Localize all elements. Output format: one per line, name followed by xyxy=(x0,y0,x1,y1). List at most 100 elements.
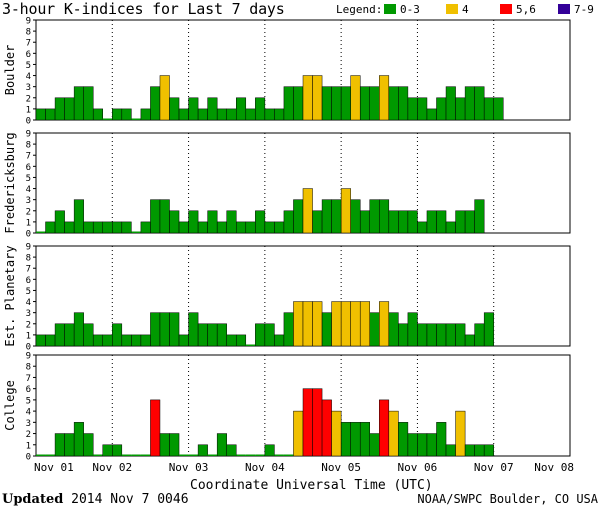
y-tick-label: 2 xyxy=(26,94,31,104)
bar xyxy=(302,301,313,347)
bar xyxy=(169,97,180,121)
bar xyxy=(264,444,275,457)
bar xyxy=(188,312,199,347)
y-tick-label: 7 xyxy=(26,152,31,162)
bar xyxy=(150,312,161,347)
bar xyxy=(159,75,170,121)
bar xyxy=(150,86,161,121)
bar xyxy=(417,97,428,121)
bar xyxy=(379,399,390,457)
bar xyxy=(464,334,475,347)
bar xyxy=(45,108,56,121)
bar xyxy=(150,399,161,457)
bar xyxy=(83,221,94,234)
bar xyxy=(140,108,151,121)
bar xyxy=(398,323,409,347)
bar xyxy=(331,86,342,121)
bar xyxy=(83,433,94,457)
bar xyxy=(188,210,199,234)
y-tick-label: 0 xyxy=(26,343,31,353)
bar xyxy=(54,323,65,347)
bar xyxy=(398,86,409,121)
bar xyxy=(274,221,285,234)
y-tick-label: 1 xyxy=(26,441,31,451)
bar xyxy=(216,108,227,121)
bar xyxy=(255,454,265,456)
x-tick-label: Nov 03 xyxy=(169,461,209,474)
legend-swatch-purple xyxy=(558,4,570,14)
bar xyxy=(340,188,351,234)
bar xyxy=(321,399,332,457)
bar xyxy=(369,433,380,457)
bar xyxy=(455,97,466,121)
bar xyxy=(131,454,141,456)
bar xyxy=(474,444,485,457)
bar xyxy=(350,301,361,347)
bar xyxy=(283,210,294,234)
y-tick-label: 9 xyxy=(26,243,31,253)
legend-item-7-9: 7-9 xyxy=(558,3,594,16)
y-tick-label: 6 xyxy=(26,163,31,173)
bar xyxy=(445,221,456,234)
bar xyxy=(45,221,56,234)
bar xyxy=(474,86,485,121)
bar xyxy=(359,210,371,234)
y-tick-label: 9 xyxy=(26,352,31,362)
bar xyxy=(331,410,342,457)
updated-label: Updated xyxy=(2,492,64,507)
bar xyxy=(102,221,113,234)
y-tick-label: 2 xyxy=(26,207,31,217)
bar xyxy=(388,210,399,234)
y-tick-label: 7 xyxy=(26,265,31,275)
y-tick-label: 0 xyxy=(26,230,31,240)
y-tick-label: 6 xyxy=(26,276,31,286)
bar xyxy=(255,323,266,347)
bar xyxy=(350,75,361,121)
bar xyxy=(436,97,447,121)
y-tick-label: 4 xyxy=(26,408,31,418)
legend-item-0-3: 0-3 xyxy=(384,3,420,16)
bar xyxy=(245,344,256,346)
bar xyxy=(178,221,189,234)
bar xyxy=(417,221,428,234)
bar xyxy=(350,199,361,234)
legend-item-label: 4 xyxy=(462,3,469,16)
bar xyxy=(388,410,399,457)
bar xyxy=(35,334,46,347)
bar xyxy=(226,334,237,347)
y-tick-label: 4 xyxy=(26,72,31,82)
legend-item-label: 5,6 xyxy=(516,3,536,16)
y-tick-label: 2 xyxy=(26,320,31,330)
bar xyxy=(255,97,266,121)
y-tick-label: 5 xyxy=(26,61,31,71)
bar xyxy=(350,422,361,457)
bar xyxy=(274,334,285,347)
bar xyxy=(369,312,380,347)
bar xyxy=(331,301,342,347)
bar xyxy=(426,323,437,347)
bar xyxy=(207,454,218,456)
bar xyxy=(121,454,132,456)
bar xyxy=(340,422,351,457)
y-tick-label: 1 xyxy=(26,218,31,228)
bar xyxy=(302,188,313,234)
y-tick-label: 3 xyxy=(26,196,31,206)
bar xyxy=(179,454,189,456)
bar xyxy=(312,210,323,234)
legend-item-label: 7-9 xyxy=(574,3,594,16)
bar xyxy=(226,444,237,457)
legend-swatch-yellow xyxy=(446,4,458,14)
bar xyxy=(178,108,189,121)
bar xyxy=(274,108,285,121)
y-tick-label: 5 xyxy=(26,287,31,297)
bar xyxy=(197,323,208,347)
bar xyxy=(197,444,208,457)
bar xyxy=(83,86,94,121)
bar xyxy=(417,433,428,457)
bar xyxy=(169,312,180,347)
bar xyxy=(73,422,84,457)
bar xyxy=(283,312,294,347)
bar xyxy=(388,312,399,347)
bar xyxy=(140,334,151,347)
bar xyxy=(216,221,227,234)
